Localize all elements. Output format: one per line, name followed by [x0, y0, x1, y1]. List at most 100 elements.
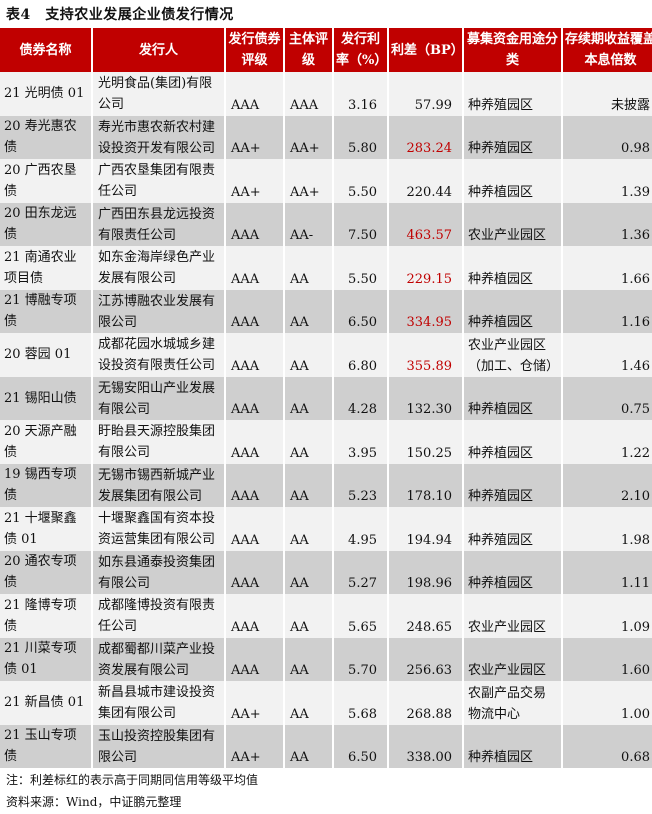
cell-issuer-rating: AA: [285, 246, 332, 290]
cell-issuer-rating: AA: [285, 507, 332, 551]
header-bond-rating: 发行债券评级: [226, 28, 283, 72]
cell-use-category: 种养植园区: [464, 376, 561, 420]
cell-bond-name: 21 光明债 01: [0, 72, 91, 116]
cell-spread: 248.65: [389, 594, 462, 638]
cell-issuer-rating: AA-: [285, 202, 332, 246]
table-row: 21 光明债 01 光明食品(集团)有限公司 AAA AAA 3.16 57.99 种养殖园…: [0, 72, 652, 116]
cell-rate: 6.50: [334, 724, 387, 768]
cell-rate: 3.95: [334, 420, 387, 464]
cell-issuer-rating: AA: [285, 681, 332, 725]
cell-rate: 5.70: [334, 637, 387, 681]
cell-rate: 5.80: [334, 115, 387, 159]
cell-spread: 150.25: [389, 420, 462, 464]
cell-use-category: 种养植园区: [464, 724, 561, 768]
bond-issuance-table: 债券名称 发行人 发行债券评级 主体评级 发行利率（%） 利差（BP） 募集资金…: [0, 28, 652, 768]
cell-use-category: 种养殖园区: [464, 507, 561, 551]
cell-coverage: 1.46: [563, 333, 652, 377]
cell-use-category: 种养殖园区: [464, 115, 561, 159]
table-row: 21 南通农业项目债 如东金海岸绿色产业发展有限公司 AAA AA 5.50 229.15…: [0, 246, 652, 290]
table-row: 21 隆博专项债 成都隆博投资有限责任公司 AAA AA 5.65 248.65 农业产业园…: [0, 594, 652, 638]
cell-bond-rating: AAA: [226, 550, 283, 594]
cell-bond-rating: AAA: [226, 594, 283, 638]
cell-issuer: 光明食品(集团)有限公司: [93, 72, 224, 116]
cell-issuer: 如东县通泰投资集团有限公司: [93, 550, 224, 594]
cell-issuer: 成都花园水城城乡建设投资有限责任公司: [93, 333, 224, 377]
cell-use-category: 农业产业园区: [464, 637, 561, 681]
header-row: 债券名称 发行人 发行债券评级 主体评级 发行利率（%） 利差（BP） 募集资金…: [0, 28, 652, 72]
cell-coverage: 1.66: [563, 246, 652, 290]
cell-issuer: 玉山投资控股集团有限公司: [93, 724, 224, 768]
cell-issuer-rating: AA: [285, 550, 332, 594]
cell-bond-rating: AA+: [226, 159, 283, 203]
cell-issuer: 无锡市锡西新城产业发展集团有限公司: [93, 463, 224, 507]
cell-spread: 220.44: [389, 159, 462, 203]
cell-use-category: 农副产品交易物流中心: [464, 681, 561, 725]
table-row: 20 广西农垦债 广西农垦集团有限责任公司 AA+ AA+ 5.50 220.44 种养植园…: [0, 159, 652, 203]
cell-issuer: 广西田东县龙远投资有限责任公司: [93, 202, 224, 246]
cell-bond-rating: AAA: [226, 333, 283, 377]
cell-bond-name: 21 新昌债 01: [0, 681, 91, 725]
cell-issuer: 盱眙县天源控股集团有限公司: [93, 420, 224, 464]
table-row: 21 川菜专项债 01 成都蜀都川菜产业投资发展有限公司 AAA AA 5.70 256.…: [0, 637, 652, 681]
cell-issuer: 江苏博融农业发展有限公司: [93, 289, 224, 333]
cell-bond-name: 21 南通农业项目债: [0, 246, 91, 290]
cell-use-category: 种养殖园区: [464, 72, 561, 116]
table-row: 21 十堰聚鑫债 01 十堰聚鑫国有资本投资运营集团有限公司 AAA AA 4.95 19…: [0, 507, 652, 551]
cell-coverage: 2.10: [563, 463, 652, 507]
table-row: 20 寿光惠农债 寿光市惠农新农村建设投资开发有限公司 AA+ AA+ 5.80 283.…: [0, 115, 652, 159]
cell-rate: 5.50: [334, 159, 387, 203]
cell-coverage: 1.36: [563, 202, 652, 246]
cell-spread: 132.30: [389, 376, 462, 420]
cell-bond-rating: AAA: [226, 463, 283, 507]
cell-coverage: 1.16: [563, 289, 652, 333]
cell-rate: 5.50: [334, 246, 387, 290]
table-row: 20 蓉园 01 成都花园水城城乡建设投资有限责任公司 AAA AA 6.80 355.8…: [0, 333, 652, 377]
cell-issuer-rating: AA: [285, 333, 332, 377]
cell-bond-name: 20 天源产融债: [0, 420, 91, 464]
cell-spread: 194.94: [389, 507, 462, 551]
cell-bond-name: 20 通农专项债: [0, 550, 91, 594]
cell-issuer: 成都蜀都川菜产业投资发展有限公司: [93, 637, 224, 681]
cell-bond-name: 20 寿光惠农债: [0, 115, 91, 159]
cell-issuer-rating: AAA: [285, 72, 332, 116]
cell-rate: 6.50: [334, 289, 387, 333]
table-note: 注：利差标红的表示高于同期同信用等级平均值: [6, 773, 259, 787]
cell-bond-rating: AAA: [226, 420, 283, 464]
header-bond-name: 债券名称: [0, 28, 91, 72]
cell-bond-name: 21 玉山专项债: [0, 724, 91, 768]
table-row: 19 锡西专项债 无锡市锡西新城产业发展集团有限公司 AAA AA 5.23 178.10…: [0, 463, 652, 507]
cell-bond-rating: AAA: [226, 637, 283, 681]
table-row: 21 锡阳山债 无锡安阳山产业发展有限公司 AAA AA 4.28 132.30 种养植园区…: [0, 376, 652, 420]
cell-rate: 6.80: [334, 333, 387, 377]
cell-issuer-rating: AA: [285, 289, 332, 333]
cell-issuer-rating: AA: [285, 463, 332, 507]
cell-bond-name: 21 十堰聚鑫债 01: [0, 507, 91, 551]
cell-spread: 334.95: [389, 289, 462, 333]
cell-rate: 5.68: [334, 681, 387, 725]
cell-use-category: 种养植园区: [464, 159, 561, 203]
cell-bond-rating: AAA: [226, 202, 283, 246]
header-issuer: 发行人: [93, 28, 224, 72]
cell-bond-rating: AAA: [226, 289, 283, 333]
cell-spread: 57.99: [389, 72, 462, 116]
cell-issuer-rating: AA: [285, 420, 332, 464]
cell-issuer-rating: AA: [285, 594, 332, 638]
cell-coverage: 1.11: [563, 550, 652, 594]
cell-issuer: 无锡安阳山产业发展有限公司: [93, 376, 224, 420]
cell-spread: 229.15: [389, 246, 462, 290]
cell-rate: 7.50: [334, 202, 387, 246]
cell-use-category: 农业产业园区: [464, 594, 561, 638]
cell-coverage: 0.68: [563, 724, 652, 768]
cell-rate: 3.16: [334, 72, 387, 116]
table-row: 20 田东龙远债 广西田东县龙远投资有限责任公司 AAA AA- 7.50 463.57 农…: [0, 202, 652, 246]
header-issuer-rating: 主体评级: [285, 28, 332, 72]
cell-issuer-rating: AA+: [285, 159, 332, 203]
header-spread: 利差（BP）: [389, 28, 464, 72]
cell-bond-rating: AA+: [226, 115, 283, 159]
cell-issuer-rating: AA: [285, 724, 332, 768]
cell-bond-name: 21 锡阳山债: [0, 376, 91, 420]
cell-use-category: 种养植园区: [464, 289, 561, 333]
cell-coverage: 1.09: [563, 594, 652, 638]
cell-issuer-rating: AA+: [285, 115, 332, 159]
cell-spread: 338.00: [389, 724, 462, 768]
